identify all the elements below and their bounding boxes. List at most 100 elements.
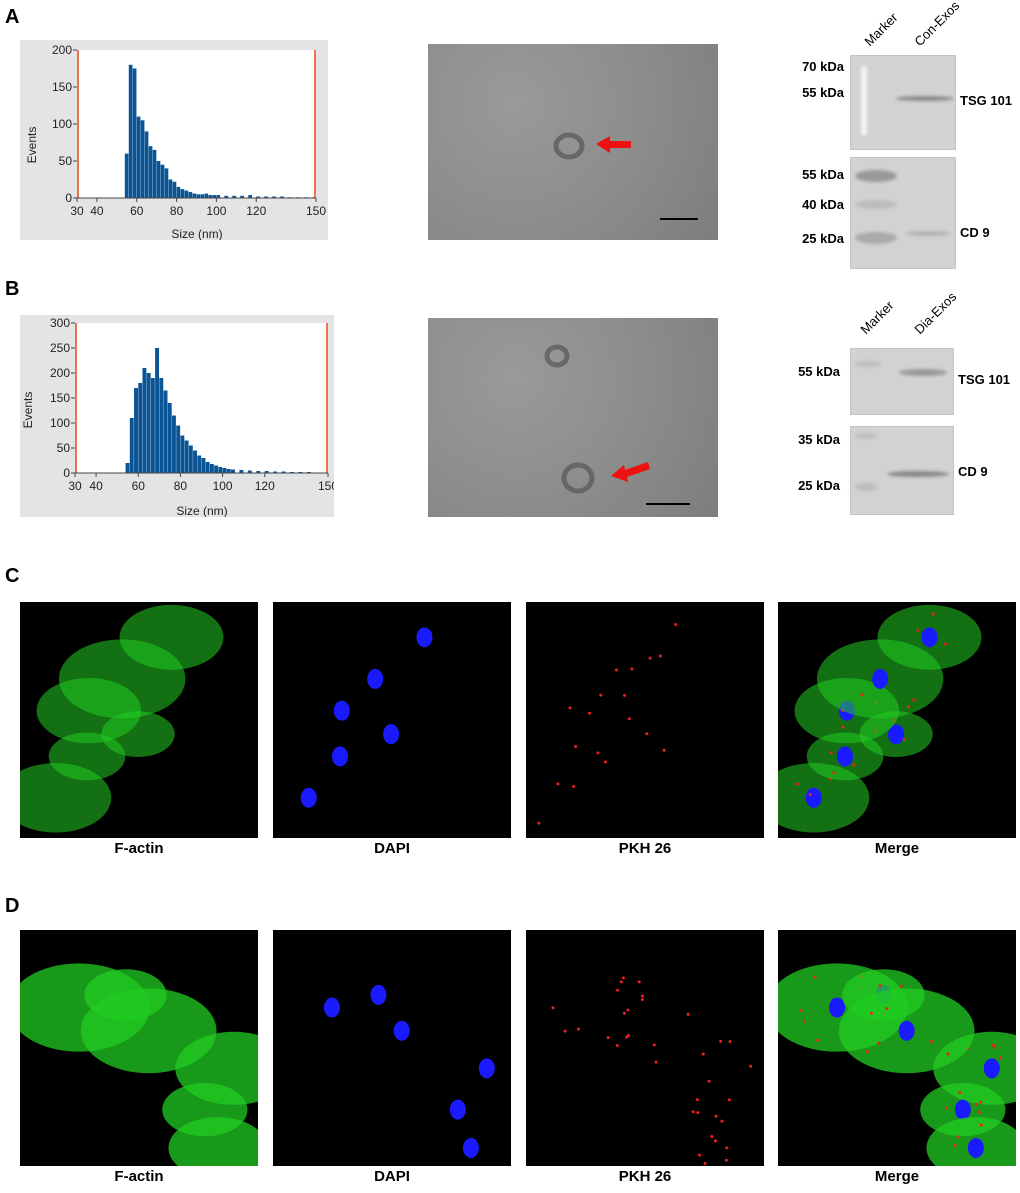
blot-tsg101-a <box>850 55 956 150</box>
y-tick-label: 150 <box>52 80 72 94</box>
nucleus <box>393 1020 410 1041</box>
histogram-bar <box>214 465 219 473</box>
pkh26-puncta <box>724 1158 728 1162</box>
protein-label-tsg101: TSG 101 <box>960 93 1013 108</box>
histogram-bar <box>247 470 252 473</box>
pkh26-puncta <box>623 693 627 697</box>
histogram-bar <box>167 403 172 473</box>
pkh26-puncta <box>686 1012 690 1016</box>
nucleus <box>872 668 889 689</box>
histogram-bar <box>159 378 164 473</box>
x-tick-label: 100 <box>213 479 233 493</box>
pkh26-puncta <box>727 1098 731 1102</box>
pkh26-puncta <box>869 1011 873 1015</box>
histogram-bar <box>239 470 244 473</box>
protein-label-cd9: CD 9 <box>958 464 988 479</box>
pkh26-puncta <box>588 711 592 715</box>
y-tick-label: 0 <box>63 466 70 480</box>
pkh26-puncta <box>616 988 620 992</box>
pkh26-puncta <box>720 1119 724 1123</box>
histogram-bar <box>212 195 217 198</box>
y-tick-label: 100 <box>50 416 70 430</box>
marker-55kda: 55 kDa <box>802 167 844 182</box>
cell-actin <box>48 732 126 781</box>
channel-label-pkh26: PKH 26 <box>618 1168 672 1185</box>
pkh26-puncta <box>953 1144 957 1148</box>
pkh26-puncta <box>728 1040 732 1044</box>
protein-label-cd9: CD 9 <box>960 225 990 240</box>
histogram-bar <box>152 149 157 198</box>
histogram-bar <box>144 131 149 198</box>
y-tick-label: 50 <box>57 441 71 455</box>
pkh26-puncta <box>640 997 644 1001</box>
red-arrow-icon <box>611 462 650 482</box>
channel-label-dapi: DAPI <box>374 840 410 857</box>
marker-55kda: 55 kDa <box>798 364 840 379</box>
pkh26-puncta <box>599 693 603 697</box>
y-tick-label: 250 <box>50 341 70 355</box>
x-tick-label: 150 <box>318 479 334 493</box>
y-axis-label: Events <box>25 127 39 164</box>
histogram-bar <box>164 168 169 198</box>
micrograph-dapi <box>273 930 511 1166</box>
pkh26-puncta <box>627 717 631 721</box>
pkh26-puncta <box>659 654 663 658</box>
histogram-bar <box>273 471 278 473</box>
histogram-bar <box>176 186 181 198</box>
pkh26-puncta <box>719 1039 723 1043</box>
cell-actin <box>778 763 870 833</box>
protein-label-tsg101: TSG 101 <box>958 372 1011 387</box>
x-tick-label: 120 <box>246 204 266 218</box>
plot-area <box>77 50 316 198</box>
histogram-bar <box>132 68 137 198</box>
pkh26-puncta <box>998 1056 1002 1060</box>
pkh26-puncta <box>697 1153 701 1157</box>
y-tick-label: 0 <box>65 191 72 205</box>
pkh26-puncta <box>652 1043 656 1047</box>
histogram-bar <box>226 469 231 473</box>
cell-actin <box>168 1117 258 1166</box>
pkh26-puncta <box>878 984 882 988</box>
histogram-bar <box>150 378 155 473</box>
panel-label-d: D <box>5 895 20 917</box>
pkh26-puncta <box>974 1102 978 1106</box>
histogram-bar <box>160 164 165 198</box>
pkh26-puncta <box>944 642 948 646</box>
nucleus <box>898 1020 915 1041</box>
x-tick-label: 30 <box>68 479 82 493</box>
histogram-bar <box>218 467 223 473</box>
channel-label-f-actin: F-actin <box>114 840 164 857</box>
size-histogram-b: Events Size (nm) 30 40 60 80 100 120 150 0 50 100… <box>20 315 334 517</box>
pkh26-puncta <box>930 1040 934 1044</box>
x-axis-label: Size (nm) <box>176 504 227 517</box>
marker-25kda: 25 kDa <box>798 478 840 493</box>
panel-label-a: A <box>5 6 20 28</box>
blot-tsg101-b <box>850 348 954 415</box>
micrograph-pkh26 <box>526 930 764 1166</box>
marker-70kda: 70 kDa <box>802 59 844 74</box>
histogram-bar <box>196 194 201 198</box>
cell-actin <box>119 604 224 670</box>
histogram-bar <box>138 383 143 473</box>
histogram-bar <box>188 192 193 198</box>
pkh26-puncta <box>749 1064 753 1068</box>
histogram-bar <box>171 415 176 473</box>
x-tick-label: 60 <box>132 479 146 493</box>
pkh26-puncta <box>701 1052 705 1056</box>
nucleus <box>370 984 387 1005</box>
pkh26-puncta <box>860 693 864 697</box>
pkh26-puncta <box>603 760 607 764</box>
nucleus <box>478 1058 495 1079</box>
histogram-bar <box>272 196 276 198</box>
histogram-bar <box>125 463 130 473</box>
size-histogram-a: Events Size (nm) 30 40 60 80 100 120 150 0 50 100… <box>20 40 328 240</box>
pkh26-puncta <box>662 748 666 752</box>
pkh26-puncta <box>714 1114 718 1118</box>
em-image-a <box>428 44 718 240</box>
x-tick-label: 60 <box>130 204 144 218</box>
pkh26-puncta <box>885 1007 889 1011</box>
lane-label-dia-exos: Dia-Exos <box>911 289 960 337</box>
pkh26-puncta <box>991 1043 995 1047</box>
nucleus <box>323 997 340 1018</box>
histogram-bar <box>180 435 185 473</box>
